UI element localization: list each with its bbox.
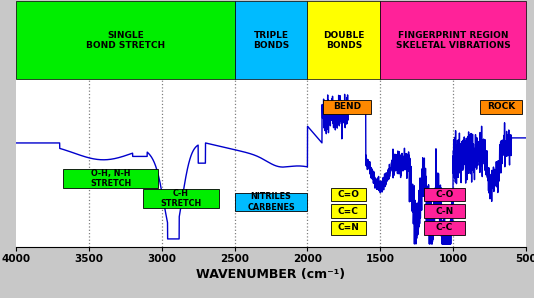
X-axis label: WAVENUMBER (cm⁻¹): WAVENUMBER (cm⁻¹) bbox=[197, 268, 345, 281]
Text: NITRILES
CARBENES: NITRILES CARBENES bbox=[247, 192, 295, 212]
Text: C-H
STRETCH: C-H STRETCH bbox=[160, 189, 201, 208]
Text: C=N: C=N bbox=[337, 224, 359, 232]
Text: TRIPLE
BONDS: TRIPLE BONDS bbox=[253, 30, 289, 50]
Bar bbox=[235, 193, 307, 211]
Text: DOUBLE
BONDS: DOUBLE BONDS bbox=[323, 30, 365, 50]
Text: C-N: C-N bbox=[435, 207, 453, 216]
Bar bbox=[331, 187, 366, 201]
Bar bbox=[424, 187, 465, 201]
Text: SINGLE
BOND STRETCH: SINGLE BOND STRETCH bbox=[86, 30, 165, 50]
Text: C-C: C-C bbox=[436, 224, 453, 232]
Text: C=O: C=O bbox=[337, 190, 359, 199]
Bar bbox=[323, 100, 371, 114]
Text: BEND: BEND bbox=[333, 102, 361, 111]
Bar bbox=[424, 221, 465, 235]
Text: C=C: C=C bbox=[338, 207, 359, 216]
Bar bbox=[424, 204, 465, 218]
Text: O-H, N-H
STRETCH: O-H, N-H STRETCH bbox=[90, 169, 131, 188]
Bar bbox=[64, 169, 158, 187]
Text: FINGERPRINT REGION
SKELETAL VIBRATIONS: FINGERPRINT REGION SKELETAL VIBRATIONS bbox=[396, 30, 511, 50]
Text: ROCK: ROCK bbox=[487, 102, 515, 111]
Bar bbox=[143, 189, 218, 208]
Bar bbox=[331, 221, 366, 235]
Text: C-O: C-O bbox=[435, 190, 453, 199]
Bar bbox=[480, 100, 522, 114]
Bar bbox=[331, 204, 366, 218]
